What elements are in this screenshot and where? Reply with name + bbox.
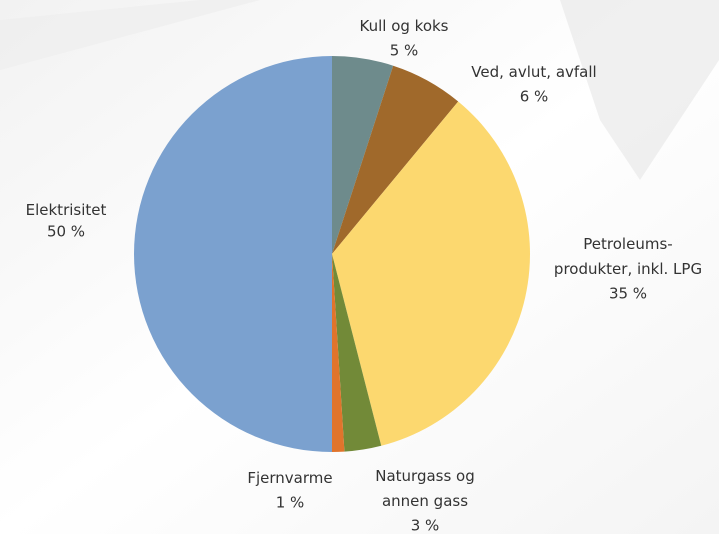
slice-value-label: 3 % bbox=[411, 517, 440, 534]
slice-label: Ved, avlut, avfall bbox=[471, 63, 596, 81]
slice-value-label: 5 % bbox=[390, 42, 419, 60]
background-streak bbox=[0, 0, 260, 70]
slice-label: Elektrisitet bbox=[26, 201, 107, 219]
slice-label: Petroleums-produkter, inkl. LPG bbox=[554, 235, 702, 278]
slice-label: Kull og koks bbox=[360, 17, 449, 35]
slice-value-label: 35 % bbox=[609, 285, 647, 303]
slice-label-line: Petroleums- bbox=[583, 235, 672, 253]
slice-label-line: Kull og koks bbox=[360, 17, 449, 35]
pie-slice bbox=[332, 65, 459, 254]
slice-label-line: produkter, inkl. LPG bbox=[554, 260, 702, 278]
pie-slice bbox=[332, 101, 530, 446]
pie-slice bbox=[332, 56, 394, 254]
pie-slice bbox=[332, 254, 382, 452]
slice-label: Naturgass og annen gass bbox=[375, 467, 475, 510]
background-streak bbox=[560, 0, 719, 180]
slice-value-label: 50 % bbox=[47, 223, 85, 241]
pie-slice bbox=[332, 254, 345, 452]
slice-value-label: 1 % bbox=[276, 494, 305, 512]
slice-label: Fjernvarme bbox=[247, 469, 332, 487]
slice-label-line: annen gass bbox=[382, 492, 468, 510]
slice-label-line: Naturgass og bbox=[375, 467, 475, 485]
pie-slice bbox=[134, 56, 332, 452]
slice-label-line: Ved, avlut, avfall bbox=[471, 63, 596, 81]
slice-value-label: 6 % bbox=[520, 88, 549, 106]
slice-label-line: Fjernvarme bbox=[247, 469, 332, 487]
slice-label-line: Elektrisitet bbox=[26, 201, 107, 219]
